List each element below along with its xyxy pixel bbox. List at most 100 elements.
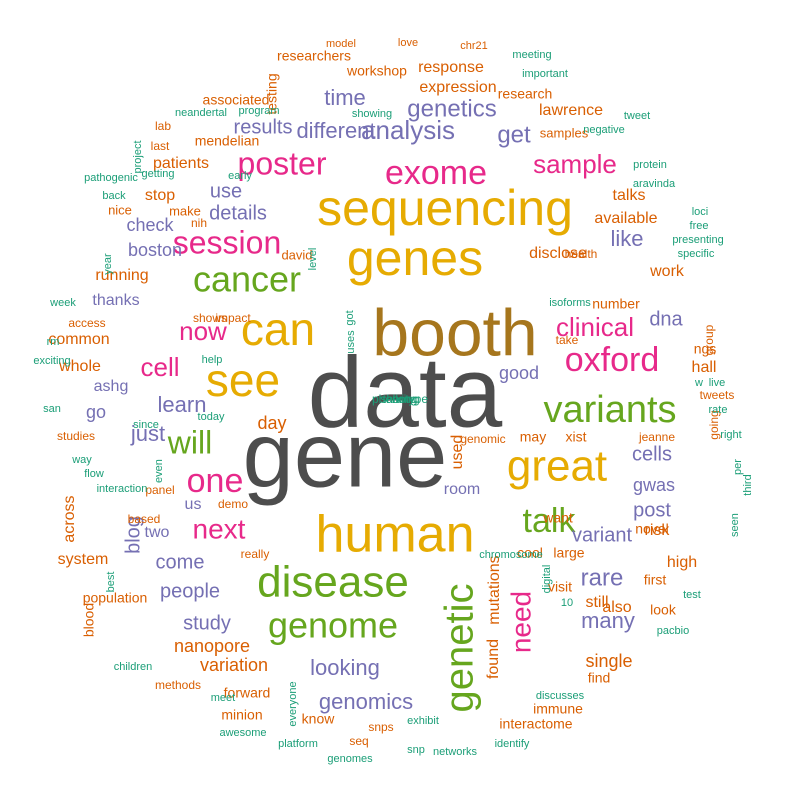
word-specific: specific: [678, 248, 715, 260]
word-cancer: cancer: [193, 259, 301, 300]
word-stop: stop: [145, 187, 175, 204]
word-got: got: [344, 310, 356, 325]
word-snp: snp: [407, 744, 425, 756]
word-nanopore: nanopore: [174, 636, 250, 656]
word-cool: cool: [517, 545, 543, 561]
word-phenotype: phenotype: [372, 392, 428, 406]
word-today: today: [198, 411, 225, 423]
word-poster: poster: [238, 145, 327, 181]
word-visit: visit: [548, 579, 572, 595]
word-protein: protein: [633, 159, 667, 171]
word-time: time: [324, 85, 366, 110]
word-lawrence: lawrence: [539, 102, 603, 119]
word-xist: xist: [566, 429, 587, 445]
word-dna: dna: [649, 308, 683, 330]
word-free: free: [690, 220, 709, 232]
word-analysis: analysis: [361, 115, 455, 145]
word-genomics: genomics: [319, 689, 413, 714]
word-w: w: [694, 377, 703, 389]
word-important: important: [522, 68, 568, 80]
word-like: like: [610, 226, 643, 251]
word-whole: whole: [58, 358, 101, 375]
word-week: week: [49, 297, 76, 309]
word-shows: shows: [193, 311, 227, 325]
word-need: need: [505, 591, 536, 653]
word-program: program: [239, 105, 280, 117]
word-flow: flow: [84, 468, 104, 480]
word-10: 10: [561, 597, 573, 609]
word-platform: platform: [278, 738, 318, 750]
word-nih: nih: [191, 216, 207, 230]
word-disclose: disclose: [529, 245, 587, 262]
word-last: last: [151, 139, 170, 153]
word-early: early: [228, 170, 252, 182]
word-uses: uses: [345, 330, 357, 354]
word-health: health: [565, 247, 598, 261]
word-risk: risk: [645, 522, 671, 539]
word-genetics: genetics: [407, 95, 496, 122]
word-test: test: [683, 589, 701, 601]
word-us: us: [185, 496, 202, 513]
word-thanks: thanks: [92, 292, 139, 309]
word-may: may: [520, 429, 546, 445]
word-details: details: [209, 202, 267, 224]
word-access: access: [68, 316, 105, 330]
word-genes: genes: [347, 230, 483, 286]
word-will: will: [167, 424, 212, 460]
word-immune: immune: [533, 701, 583, 717]
word-good: good: [499, 363, 539, 383]
word-minion: minion: [221, 707, 262, 723]
word-human: human: [316, 506, 475, 564]
word-mutations: mutations: [486, 555, 503, 624]
word-genomes: genomes: [327, 753, 373, 765]
word-response: response: [418, 59, 484, 76]
word-many: many: [581, 608, 635, 633]
word-cell: cell: [140, 352, 179, 382]
word-tweets: tweets: [700, 388, 735, 402]
word-david: david: [281, 247, 312, 262]
word-sharing: sharing: [380, 392, 419, 406]
word-seq: seq: [349, 734, 368, 748]
word-talks: talks: [613, 187, 646, 204]
word-per: per: [732, 459, 744, 475]
word-still: still: [585, 594, 608, 611]
word-going: going: [707, 410, 721, 439]
word-single: single: [585, 651, 632, 671]
word-genomic: genomic: [460, 432, 505, 446]
word-looking: looking: [310, 655, 380, 680]
word-rate: rate: [709, 404, 728, 416]
word-number: number: [592, 296, 640, 312]
word-also: also: [602, 599, 631, 616]
word-meeting: meeting: [512, 49, 551, 61]
word-right: right: [720, 429, 741, 441]
word-large: large: [553, 545, 584, 561]
word-gene: gene: [243, 404, 448, 506]
word-post: post: [633, 499, 671, 521]
word-rm: rm: [47, 336, 60, 348]
word-san: san: [43, 403, 61, 415]
word-work: work: [649, 263, 685, 280]
word-used: used: [449, 435, 466, 470]
word-genetic: genetic: [438, 584, 482, 713]
word-aravinda: aravinda: [633, 178, 676, 190]
word-mendelian: mendelian: [195, 133, 260, 149]
word-novel: novel: [635, 521, 668, 537]
word-genome: genome: [268, 605, 398, 646]
word-learn: learn: [158, 392, 207, 417]
word-ngs: ngs: [694, 341, 717, 357]
word-testing: testing: [264, 73, 280, 114]
word-variant: variant: [572, 524, 632, 546]
word-impact: impact: [215, 311, 251, 325]
word-different: different: [296, 118, 375, 143]
word-nice: nice: [108, 202, 132, 217]
word-day: day: [257, 413, 286, 433]
word-go: go: [86, 402, 106, 422]
word-one: one: [187, 462, 244, 500]
word-year: year: [102, 253, 114, 275]
word-oxford: oxford: [565, 341, 660, 379]
word-chromosome: chromosome: [479, 549, 543, 561]
word-since: since: [133, 419, 159, 431]
word-meet: meet: [211, 692, 235, 704]
word-exome: exome: [385, 154, 487, 192]
